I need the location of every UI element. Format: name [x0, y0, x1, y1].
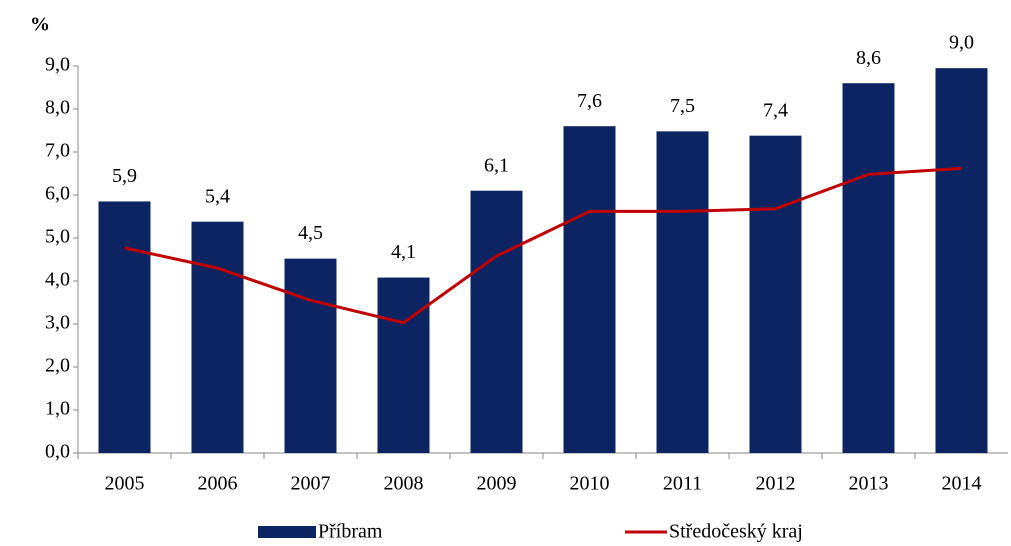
data-label: 6,1 — [484, 154, 509, 176]
data-label: 9,0 — [949, 32, 974, 54]
y-tick-label: 5,0 — [45, 226, 70, 248]
legend-swatch — [258, 526, 316, 538]
data-label: 8,6 — [856, 47, 881, 69]
data-label: 5,4 — [205, 185, 230, 207]
legend-label: Středočeský kraj — [669, 521, 803, 543]
bar — [470, 190, 523, 453]
x-tick-label: 2010 — [570, 473, 610, 495]
y-tick-label: 3,0 — [45, 312, 70, 334]
y-tick-label: 8,0 — [45, 97, 70, 119]
y-tick-label: 0,0 — [45, 441, 70, 463]
bar — [377, 277, 430, 453]
data-label: 7,6 — [577, 90, 602, 112]
y-tick-label: 7,0 — [45, 140, 70, 162]
line — [124, 166, 962, 325]
data-label: 4,1 — [391, 241, 416, 263]
bar — [191, 221, 244, 453]
x-tick-label: 2005 — [105, 473, 145, 495]
bar — [656, 131, 709, 454]
x-tick-label: 2013 — [849, 473, 889, 495]
bar — [98, 201, 151, 453]
x-tick-label: 2014 — [942, 473, 982, 495]
bar — [935, 68, 988, 454]
bar — [284, 258, 337, 453]
x-tick-label: 2009 — [477, 473, 517, 495]
data-label: 7,4 — [763, 99, 788, 121]
bar — [563, 126, 616, 453]
y-tick-label: 4,0 — [45, 269, 70, 291]
x-tick-label: 2007 — [291, 473, 331, 495]
x-tick-label: 2012 — [756, 473, 796, 495]
bar — [842, 83, 895, 453]
y-tick-label: 6,0 — [45, 183, 70, 205]
data-label: 5,9 — [112, 165, 137, 187]
x-tick-label: 2008 — [384, 473, 424, 495]
x-tick-label: 2011 — [663, 473, 702, 495]
y-tick-label: 1,0 — [45, 398, 70, 420]
data-label: 7,5 — [670, 95, 695, 117]
legend-label: Příbram — [318, 521, 383, 543]
x-tick-label: 2006 — [198, 473, 238, 495]
y-tick-label: 2,0 — [45, 355, 70, 377]
data-label: 4,5 — [298, 222, 323, 244]
y-tick-label: 9,0 — [45, 54, 70, 76]
bar — [749, 135, 802, 453]
y-axis-label: % — [30, 14, 50, 36]
